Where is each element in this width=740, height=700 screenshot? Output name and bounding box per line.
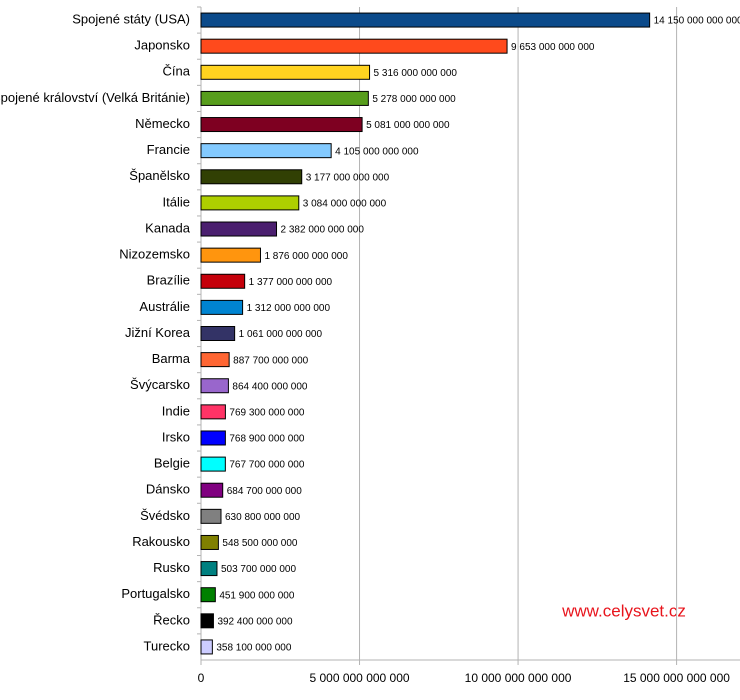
value-label: 14 150 000 000 000 (654, 16, 740, 27)
value-label: 1 377 000 000 000 (249, 277, 333, 288)
y-tick-label: Nizozemsko (119, 247, 190, 262)
y-tick-label: Švédsko (140, 508, 190, 523)
y-tick-label: Portugalsko (121, 586, 190, 601)
y-tick-label: Španělsko (129, 168, 190, 183)
value-label: 864 400 000 000 (232, 381, 308, 392)
y-tick-label: Turecko (144, 638, 190, 653)
value-label: 3 177 000 000 000 (306, 172, 390, 183)
bar (200, 195, 300, 211)
value-label: 548 500 000 000 (222, 538, 298, 549)
bar (200, 508, 222, 524)
x-tick-label: 5 000 000 000 000 (309, 671, 409, 685)
y-tick-label: Spojené království (Velká Británie) (0, 90, 190, 105)
y-tick-label: Jižní Korea (125, 325, 191, 340)
bar (200, 404, 226, 420)
y-tick-label: Rakousko (132, 534, 190, 549)
value-label: 768 900 000 000 (229, 434, 305, 445)
bar (200, 299, 244, 315)
y-tick-label: Brazílie (147, 273, 190, 288)
y-tick-label: Japonsko (134, 38, 190, 53)
value-label: 392 400 000 000 (217, 616, 293, 627)
bar (200, 482, 224, 498)
bar (200, 117, 363, 133)
y-tick-label: Rusko (153, 560, 190, 575)
x-tick-label: 10 000 000 000 000 (465, 671, 572, 685)
y-tick-label: Belgie (154, 456, 190, 471)
bar (200, 38, 508, 54)
bar (200, 613, 214, 629)
value-label: 1 312 000 000 000 (247, 303, 331, 314)
bar (200, 378, 229, 394)
y-tick-label: Dánsko (146, 482, 190, 497)
bar (200, 247, 261, 263)
value-label: 630 800 000 000 (225, 512, 301, 523)
value-label: 769 300 000 000 (229, 408, 305, 419)
value-label: 503 700 000 000 (221, 564, 297, 575)
y-tick-label: Itálie (163, 194, 190, 209)
value-label: 451 900 000 000 (219, 590, 295, 601)
value-label: 9 653 000 000 000 (511, 42, 595, 53)
value-label: 4 105 000 000 000 (335, 146, 419, 157)
bar (200, 64, 371, 80)
bar (200, 326, 236, 341)
y-tick-label: Řecko (153, 612, 190, 627)
value-label: 5 278 000 000 000 (372, 94, 456, 105)
bar (200, 169, 303, 185)
bar (200, 587, 216, 603)
bar (200, 639, 213, 655)
y-tick-label: Německo (135, 116, 190, 131)
value-label: 358 100 000 000 (216, 643, 292, 654)
bar (200, 561, 218, 577)
value-label: 887 700 000 000 (233, 355, 309, 366)
bar (200, 456, 226, 472)
value-label: 3 084 000 000 000 (303, 199, 387, 210)
y-tick-label: Francie (147, 142, 190, 157)
y-tick-label: Kanada (145, 220, 191, 235)
x-tick-label: 15 000 000 000 000 (623, 671, 730, 685)
value-label: 684 700 000 000 (227, 486, 303, 497)
value-label: 5 081 000 000 000 (366, 120, 450, 131)
value-label: 1 876 000 000 000 (264, 251, 348, 262)
bar (200, 143, 332, 159)
bar (200, 12, 651, 28)
bar (200, 534, 219, 550)
watermark: www.celysvet.cz (561, 601, 686, 620)
y-tick-label: Indie (162, 403, 190, 418)
value-label: 767 700 000 000 (229, 460, 305, 471)
y-tick-label: Čína (163, 64, 191, 79)
y-tick-label: Spojené státy (USA) (72, 11, 190, 26)
value-label: 5 316 000 000 000 (374, 68, 458, 79)
bar (200, 221, 278, 237)
y-tick-label: Švýcarsko (130, 377, 190, 392)
y-tick-label: Barma (152, 351, 191, 366)
bar (200, 352, 230, 368)
y-tick-label: Austrálie (139, 299, 190, 314)
value-label: 1 061 000 000 000 (239, 329, 323, 340)
x-tick-label: 0 (198, 671, 205, 685)
bar (200, 430, 226, 446)
bar (200, 90, 369, 106)
y-tick-label: Irsko (162, 429, 190, 444)
bar (200, 273, 246, 289)
value-label: 2 382 000 000 000 (281, 225, 365, 236)
